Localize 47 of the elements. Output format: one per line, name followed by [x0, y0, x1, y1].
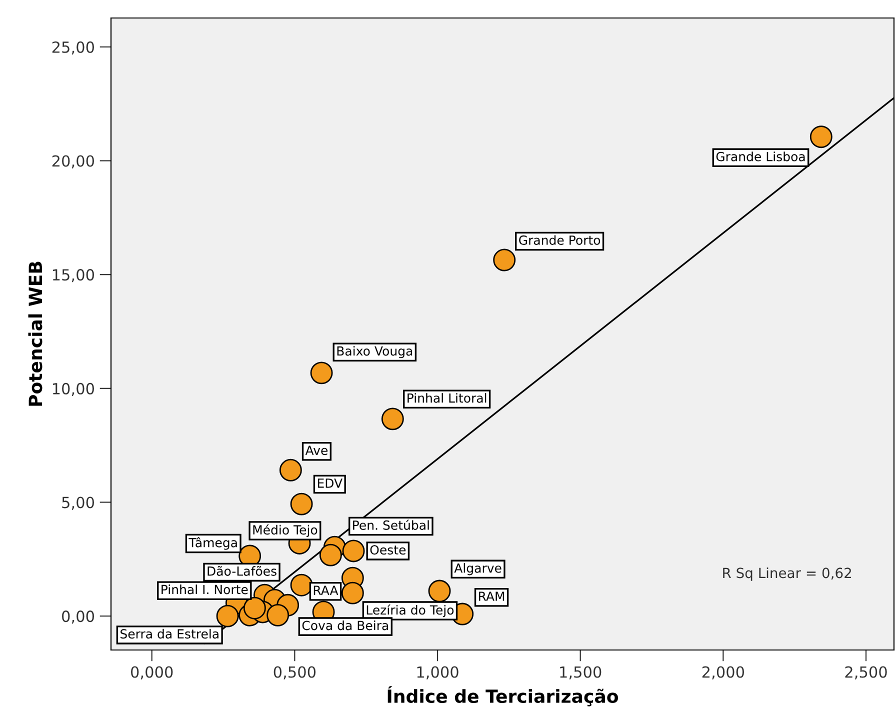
x-axis-title: Índice de Terciarização	[388, 686, 618, 706]
annotation: R Sq Linear = 0,62	[723, 567, 852, 581]
point	[290, 492, 313, 516]
annotation: Baixo Vouga	[337, 346, 412, 358]
annotation: Lezíria do Tejo	[366, 604, 454, 618]
point	[290, 574, 313, 596]
y-tick-label: 25,00	[52, 41, 94, 54]
point	[341, 582, 364, 604]
point	[342, 540, 365, 562]
point	[266, 604, 290, 626]
y-tick-label: 10,00	[52, 382, 94, 396]
point	[810, 126, 832, 148]
annotation: Tâmega	[188, 537, 237, 550]
annotation: Oeste	[370, 545, 406, 555]
annotation: Ave	[305, 446, 328, 456]
x-tick-label: 1,500	[560, 666, 602, 680]
annotation: Serra da Estrela	[120, 628, 218, 639]
point	[279, 458, 302, 482]
annotation: Algarve	[454, 563, 502, 576]
x-tick-label: 0,000	[130, 666, 173, 680]
annotation: Pinhal I. Norte	[162, 584, 248, 594]
y-tick-label: 20,00	[52, 155, 94, 168]
annotation: EDV	[318, 478, 342, 488]
point	[310, 362, 333, 384]
y-axis-title: Potencial WEB	[28, 262, 42, 406]
point	[381, 408, 404, 430]
point	[493, 248, 516, 272]
annotation: RAM	[478, 592, 504, 601]
x-tick-label: 1,000	[417, 666, 458, 680]
annotation: Cova da Beira	[302, 620, 388, 630]
annotation: Pinhal Litoral	[408, 393, 486, 403]
point	[319, 544, 342, 566]
point	[243, 596, 266, 620]
x-tick-label: 2,000	[702, 666, 744, 680]
y-tick-label: 0,00	[62, 610, 94, 624]
annotation: Médio Tejo	[253, 524, 318, 538]
x-tick-label: 0,500	[274, 666, 316, 680]
x-tick-label: 2,500	[845, 666, 887, 680]
y-tick-label: 15,00	[52, 269, 94, 282]
annotation: Grande Lisboa	[716, 152, 805, 162]
annotation: Pen. Setúbal	[353, 520, 429, 530]
y-tick-label: 5,00	[62, 496, 94, 510]
point	[428, 580, 451, 602]
annotation: RAA	[314, 586, 338, 595]
point	[216, 604, 239, 628]
annotation: Grande Porto	[519, 235, 600, 245]
annotation: Dão-Lafões	[208, 566, 276, 576]
